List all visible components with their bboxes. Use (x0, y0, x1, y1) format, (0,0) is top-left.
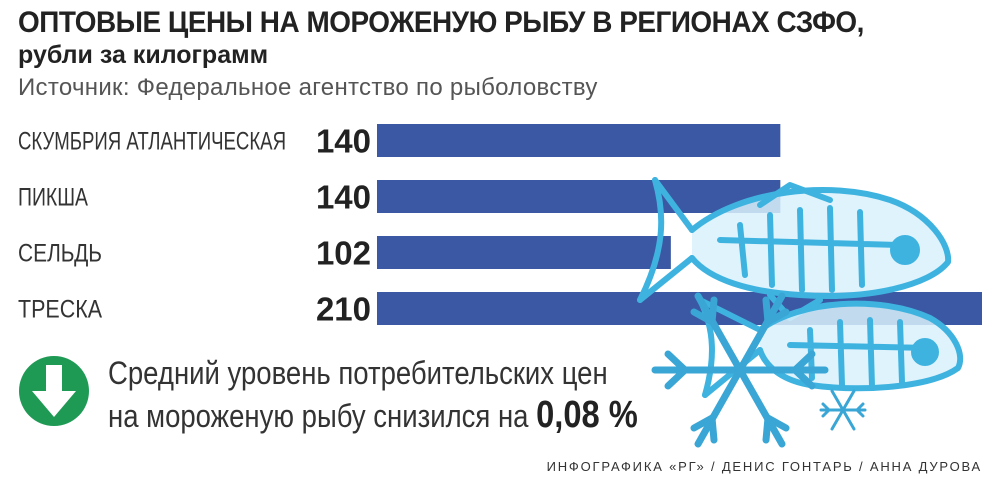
category-label: СКУМБРИЯ АТЛАНТИЧЕСКАЯ (18, 128, 286, 156)
category-label: ПИКША (18, 184, 88, 212)
summary-value: 0,08 % (536, 394, 638, 436)
bar (377, 236, 671, 269)
source-note: Источник: Федеральное агентство по рыбол… (18, 74, 598, 101)
fish-icon (637, 177, 952, 321)
fish-illustration (637, 177, 964, 448)
snowflake-icon (651, 292, 829, 448)
chart-subtitle: рубли за килограмм (18, 41, 269, 69)
bar (377, 180, 781, 213)
summary-text: Средний уровень потребительских цен на м… (108, 352, 638, 437)
down-arrow-icon (19, 356, 89, 426)
category-label: СЕЛЬДЬ (18, 240, 102, 268)
data-label: 102 (316, 235, 371, 272)
data-label: 140 (316, 179, 371, 216)
data-label: 140 (316, 123, 371, 160)
summary-line-1: Средний уровень потребительских цен (108, 355, 608, 391)
summary-line-2: на мороженую рыбу снизился на (108, 398, 529, 434)
snowflake-icon (819, 389, 867, 431)
chart-title: ОПТОВЫЕ ЦЕНЫ НА МОРОЖЕНУЮ РЫБУ В РЕГИОНА… (18, 6, 864, 39)
credit-line: ИНФОГРАФИКА «РГ» / ДЕНИС ГОНТАРЬ / АННА … (546, 459, 982, 474)
category-label: ТРЕСКА (18, 296, 102, 324)
data-label: 210 (316, 291, 371, 328)
bar (377, 124, 781, 157)
